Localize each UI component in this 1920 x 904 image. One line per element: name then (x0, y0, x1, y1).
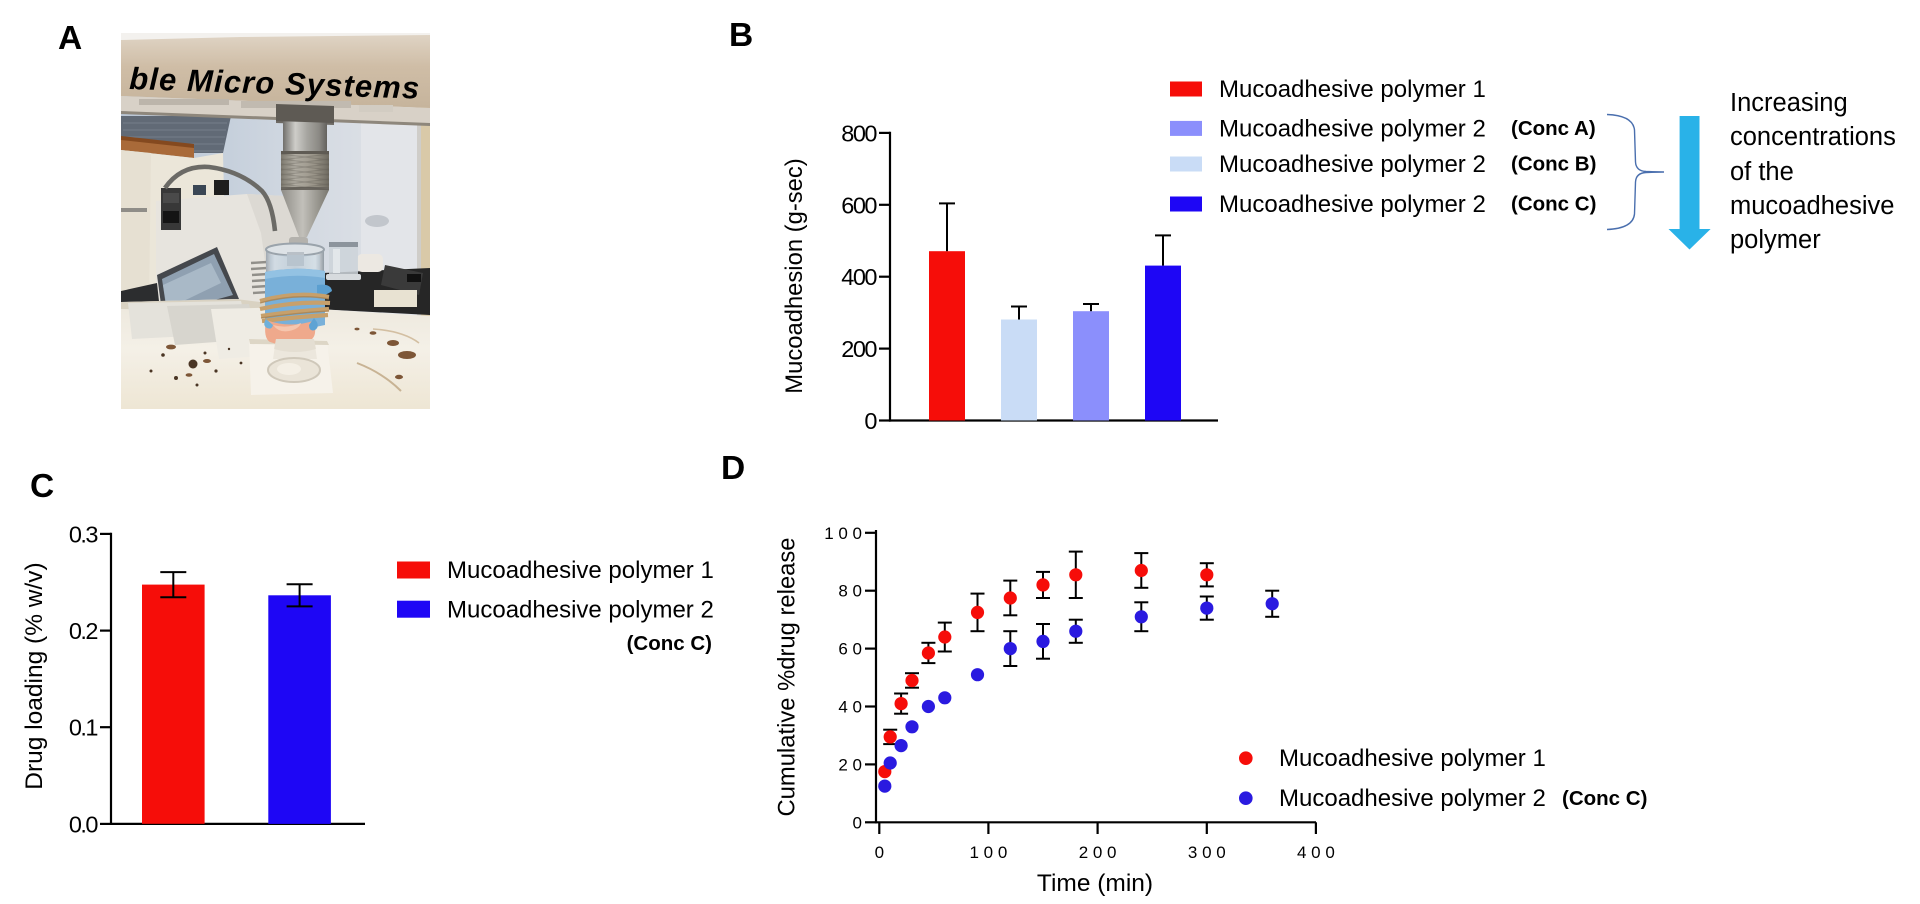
svg-text:(Conc C): (Conc C) (1562, 787, 1647, 810)
svg-text:0: 0 (853, 813, 862, 832)
svg-text:(Conc C): (Conc C) (627, 632, 712, 655)
svg-text:Mucoadhesive polymer 1: Mucoadhesive polymer 1 (1279, 745, 1546, 772)
svg-text:Mucoadhesive polymer 2: Mucoadhesive polymer 2 (447, 597, 714, 624)
svg-text:Mucoadhesive polymer 1: Mucoadhesive polymer 1 (1219, 76, 1486, 103)
svg-text:Mucoadhesive polymer 1: Mucoadhesive polymer 1 (447, 557, 714, 584)
svg-text:(Conc B): (Conc B) (1511, 153, 1596, 176)
svg-text:200: 200 (841, 336, 877, 362)
svg-text:(Conc A): (Conc A) (1511, 117, 1596, 140)
svg-text:0.0: 0.0 (69, 811, 99, 837)
svg-text:Mucoadhesive polymer 2: Mucoadhesive polymer 2 (1219, 191, 1486, 218)
svg-text:8 0: 8 0 (838, 582, 862, 601)
svg-text:4 0 0: 4 0 0 (1297, 843, 1335, 862)
svg-text:Mucoadhesive polymer 2: Mucoadhesive polymer 2 (1279, 785, 1546, 812)
svg-text:0.2: 0.2 (69, 618, 98, 644)
svg-text:4 0: 4 0 (838, 698, 862, 717)
svg-text:Mucoadhesive polymer 2: Mucoadhesive polymer 2 (1219, 151, 1486, 178)
svg-text:6 0: 6 0 (838, 640, 862, 659)
svg-text:Mucoadhesive polymer 2: Mucoadhesive polymer 2 (1219, 115, 1486, 142)
svg-text:0: 0 (864, 408, 877, 434)
svg-text:(Conc C): (Conc C) (1511, 193, 1596, 216)
svg-text:1 0 0: 1 0 0 (969, 843, 1007, 862)
svg-text:Time (min): Time (min) (1037, 870, 1153, 897)
svg-text:800: 800 (841, 120, 877, 146)
svg-text:2 0 0: 2 0 0 (1079, 843, 1117, 862)
svg-text:0.1: 0.1 (69, 715, 98, 741)
svg-text:0.3: 0.3 (69, 521, 99, 547)
svg-text:3 0 0: 3 0 0 (1188, 843, 1226, 862)
svg-text:Cumulative %drug release: Cumulative %drug release (774, 537, 801, 816)
svg-text:Drug loading (% w/v): Drug loading (% w/v) (21, 562, 48, 789)
svg-text:1 0 0: 1 0 0 (824, 524, 862, 543)
svg-text:2 0: 2 0 (838, 755, 862, 774)
svg-text:600: 600 (841, 192, 877, 218)
svg-text:Mucoadhesion (g-sec): Mucoadhesion (g-sec) (781, 158, 808, 393)
svg-text:0: 0 (875, 843, 884, 862)
svg-text:400: 400 (841, 264, 877, 290)
